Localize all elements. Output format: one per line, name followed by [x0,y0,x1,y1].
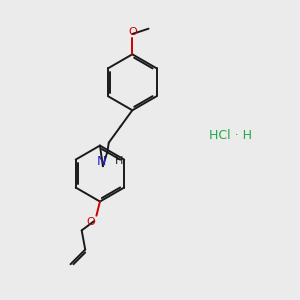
Text: O: O [128,27,137,37]
Text: O: O [87,218,95,227]
Text: N: N [97,155,106,168]
Text: HCl · H: HCl · H [209,129,252,142]
Text: H: H [115,156,123,166]
